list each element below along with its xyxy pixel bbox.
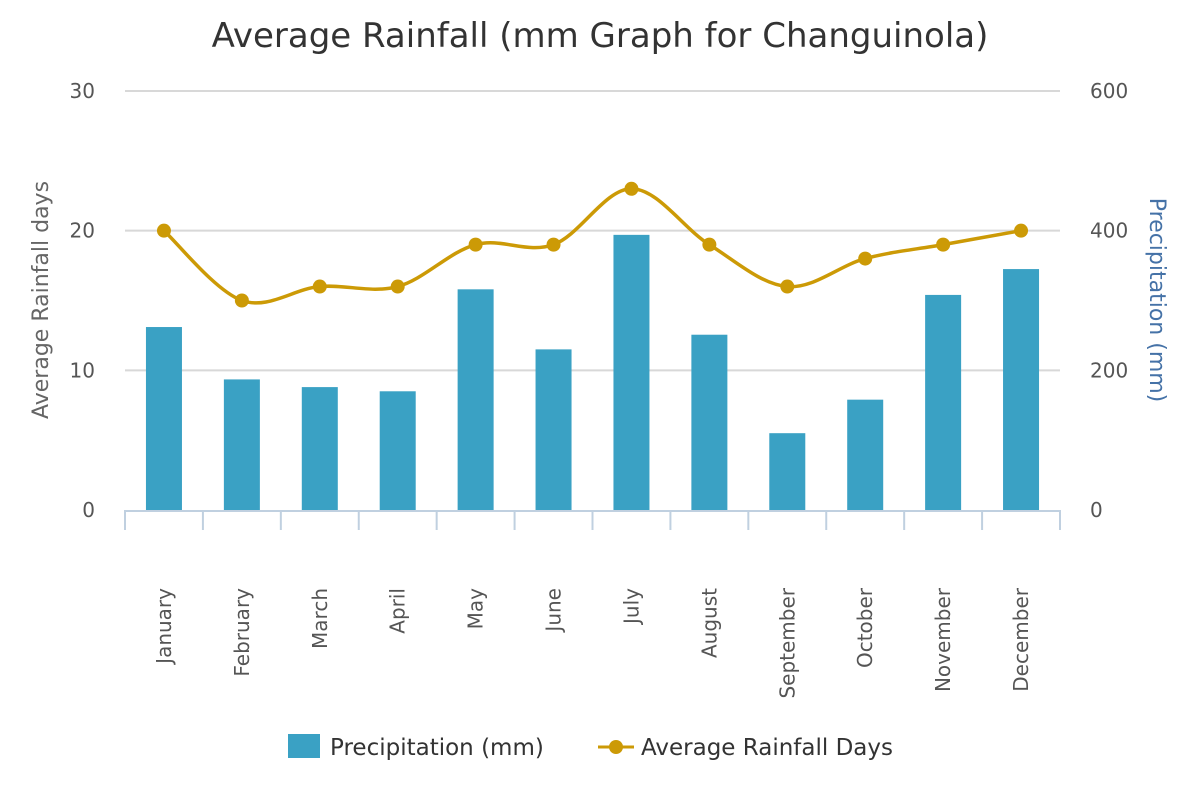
y-left-tick-label: 10 xyxy=(70,358,95,382)
rainfall-days-point[interactable] xyxy=(468,237,483,252)
rainfall-days-point[interactable] xyxy=(234,293,249,308)
y-axis-right-ticks: 0 200 400 600 xyxy=(1090,79,1128,522)
legend-rainfall-days-marker xyxy=(609,740,623,754)
y-left-tick-label: 20 xyxy=(70,219,95,243)
bar-precipitation[interactable] xyxy=(535,349,572,510)
bar-precipitation[interactable] xyxy=(691,334,728,510)
rainfall-days-point[interactable] xyxy=(390,279,405,294)
x-tick-label: May xyxy=(464,588,488,630)
rainfall-days-point[interactable] xyxy=(624,181,639,196)
y-right-tick-label: 200 xyxy=(1090,358,1128,382)
x-tick-label: August xyxy=(697,588,721,658)
x-tick-label: January xyxy=(152,588,176,666)
rainfall-days-point[interactable] xyxy=(780,279,795,294)
gridlines xyxy=(125,90,1060,372)
x-tick-label: July xyxy=(619,588,643,626)
y-axis-left-ticks: 0 10 20 30 xyxy=(70,79,95,522)
x-tick-label: October xyxy=(853,587,877,668)
rainfall-days-point[interactable] xyxy=(858,251,873,266)
y-left-tick-label: 0 xyxy=(82,498,95,522)
rainfall-days-point[interactable] xyxy=(156,223,171,238)
bar-precipitation[interactable] xyxy=(769,433,806,510)
bar-precipitation[interactable] xyxy=(301,387,338,510)
bar-precipitation[interactable] xyxy=(613,234,650,510)
y-right-tick-label: 400 xyxy=(1090,219,1128,243)
line-series xyxy=(156,181,1029,308)
bar-precipitation[interactable] xyxy=(847,399,884,510)
x-tick-label: November xyxy=(931,587,955,692)
bar-precipitation[interactable] xyxy=(223,379,260,510)
bar-series xyxy=(145,234,1040,510)
rainfall-days-point[interactable] xyxy=(936,237,951,252)
rainfall-days-point[interactable] xyxy=(702,237,717,252)
rainfall-days-point[interactable] xyxy=(312,279,327,294)
legend[interactable]: Precipitation (mm) Average Rainfall Days xyxy=(288,734,893,761)
x-tick-label: December xyxy=(1009,587,1033,691)
rainfall-days-point[interactable] xyxy=(546,237,561,252)
x-tick-label: February xyxy=(230,588,254,677)
x-tick-label: September xyxy=(775,587,799,698)
bar-precipitation[interactable] xyxy=(925,294,962,510)
bar-precipitation[interactable] xyxy=(145,327,182,510)
legend-precipitation-swatch xyxy=(288,734,320,758)
legend-precipitation-label[interactable]: Precipitation (mm) xyxy=(330,735,544,761)
bar-precipitation[interactable] xyxy=(457,289,494,510)
x-tick-label: June xyxy=(542,588,566,634)
x-tick-label: March xyxy=(308,588,332,649)
y-right-tick-label: 0 xyxy=(1090,498,1103,522)
x-tick-label: April xyxy=(386,588,410,634)
rainfall-days-point[interactable] xyxy=(1014,223,1029,238)
x-axis-labels: January February March April May June July Augu… xyxy=(152,587,1033,698)
y-axis-left-label: Average Rainfall days xyxy=(29,181,54,419)
legend-rainfall-days-label[interactable]: Average Rainfall Days xyxy=(641,735,893,761)
y-right-tick-label: 600 xyxy=(1090,79,1128,103)
bar-precipitation[interactable] xyxy=(1003,269,1040,510)
y-left-tick-label: 30 xyxy=(70,79,95,103)
y-axis-right-label: Precipitation (mm) xyxy=(1144,198,1169,403)
bar-precipitation[interactable] xyxy=(379,391,416,510)
chart-title: Average Rainfall (mm Graph for Changuino… xyxy=(212,16,989,56)
rainfall-days-line xyxy=(162,187,1022,305)
x-axis xyxy=(124,510,1061,530)
